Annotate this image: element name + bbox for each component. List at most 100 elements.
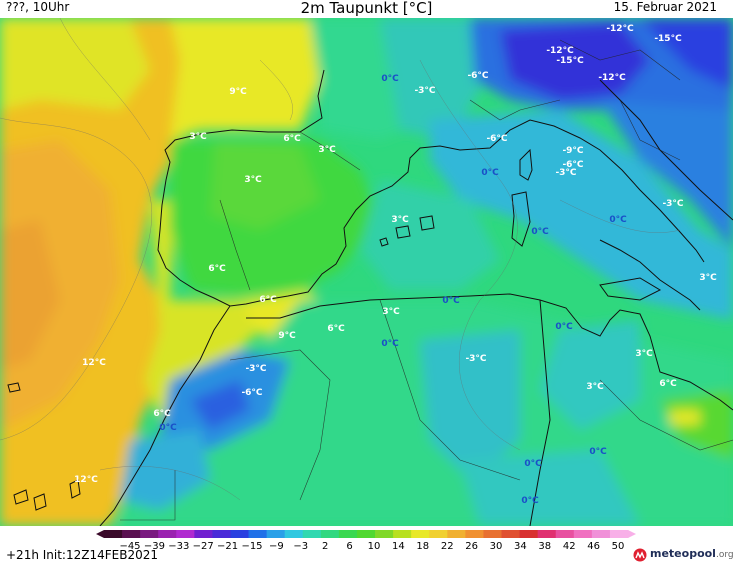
color-scale-tick-label: 6 bbox=[346, 541, 352, 550]
map-title: 2m Taupunkt [°C] bbox=[300, 0, 433, 17]
color-scale-swatch bbox=[230, 530, 250, 538]
dewpoint-map: -12°C -15°C -12°C -15°C -6°C -12°C 0°C -3°C 9°C 3… bbox=[0, 18, 733, 526]
temperature-label: 6°C bbox=[259, 295, 277, 305]
temperature-label: 12°C bbox=[74, 475, 98, 485]
color-scale-tick-label: −3 bbox=[293, 541, 308, 550]
color-scale-swatch bbox=[212, 530, 231, 538]
temperature-label: -3°C bbox=[555, 168, 576, 178]
color-scale-tick-label: 30 bbox=[490, 541, 503, 550]
color-scale-tick-label: −15 bbox=[241, 541, 262, 550]
temperature-label: 3°C bbox=[391, 215, 409, 225]
color-scale-tick-label: 50 bbox=[612, 541, 625, 550]
coastlines bbox=[7, 69, 733, 526]
temperature-label: 3°C bbox=[635, 349, 653, 359]
color-scale-swatch bbox=[393, 530, 412, 538]
color-scale-bar: −45 −39 −33 −27 −21 −15 −9 −3 2 6 10 14 18 22 26 30 34 38… bbox=[96, 530, 636, 550]
color-scale-tick-label: −33 bbox=[168, 541, 189, 550]
color-scale-tick-label: 42 bbox=[563, 541, 576, 550]
color-scale-tick-label: 46 bbox=[587, 541, 600, 550]
temperature-label: -12°C bbox=[546, 46, 574, 56]
map-footer: −45 −39 −33 −27 −21 −15 −9 −3 2 6 10 14 18 22 26 30 34 38… bbox=[0, 526, 733, 566]
color-scale-swatch bbox=[591, 530, 611, 538]
temperature-label: 0°C bbox=[589, 447, 607, 457]
temperature-label: 0°C bbox=[381, 74, 399, 84]
temperature-label: 0°C bbox=[555, 322, 573, 332]
temperature-label: -6°C bbox=[562, 160, 583, 170]
forecast-date: 15. Februar 2021 bbox=[613, 0, 717, 14]
meteopool-logo-text: meteopool.org bbox=[650, 547, 733, 560]
color-scale-swatches bbox=[96, 530, 636, 538]
color-scale-tick-label: 14 bbox=[392, 541, 405, 550]
color-scale-swatch bbox=[573, 530, 593, 538]
color-scale-tick-label: 26 bbox=[465, 541, 478, 550]
color-scale-swatch bbox=[158, 530, 177, 538]
color-scale-tick-label: −9 bbox=[269, 541, 284, 550]
temperature-label: 0°C bbox=[159, 423, 177, 433]
color-scale-swatch bbox=[501, 530, 521, 538]
color-scale-swatch bbox=[194, 530, 213, 538]
temperature-label: -6°C bbox=[486, 134, 507, 144]
color-scale-max-arrow bbox=[628, 530, 636, 538]
color-scale-tick-label: 2 bbox=[322, 541, 328, 550]
logo-name: meteopool bbox=[650, 547, 716, 560]
color-scale-tick-label: −45 bbox=[119, 541, 140, 550]
temperature-label: -6°C bbox=[467, 71, 488, 81]
temperature-label: 6°C bbox=[208, 264, 226, 274]
color-scale-swatch bbox=[555, 530, 575, 538]
temperature-label: 3°C bbox=[318, 145, 336, 155]
temperature-label: 0°C bbox=[442, 296, 460, 306]
model-run-info: +21h Init:12Z14FEB2021 bbox=[6, 548, 158, 562]
color-scale-swatch bbox=[284, 530, 304, 538]
temperature-label: 0°C bbox=[481, 168, 499, 178]
color-scale-swatch bbox=[609, 530, 629, 538]
temperature-label: 0°C bbox=[521, 496, 539, 506]
map-canvas: -12°C-15°C-12°C-15°C-6°C -12°C0°C-3°C9°C3… bbox=[0, 18, 733, 526]
temperature-label: -3°C bbox=[245, 364, 266, 374]
temperature-fields bbox=[0, 18, 733, 526]
temperature-label: 3°C bbox=[382, 307, 400, 317]
color-scale-tick-label: 34 bbox=[514, 541, 527, 550]
color-scale-swatch bbox=[375, 530, 394, 538]
temperature-label: -3°C bbox=[414, 86, 435, 96]
temperature-label: -15°C bbox=[556, 56, 584, 66]
temperature-label: 0°C bbox=[524, 459, 542, 469]
temperature-label: 6°C bbox=[327, 324, 345, 334]
temperature-label: 6°C bbox=[659, 379, 677, 389]
weekday-time-label: ???, 10Uhr bbox=[6, 0, 70, 14]
temperature-label: -12°C bbox=[606, 24, 634, 34]
temperature-label: 3°C bbox=[699, 273, 717, 283]
color-scale-tick-label: 22 bbox=[441, 541, 454, 550]
color-scale-swatch bbox=[411, 530, 430, 538]
temperature-label: -12°C bbox=[598, 73, 626, 83]
color-scale-swatch bbox=[248, 530, 268, 538]
color-scale-swatch bbox=[429, 530, 448, 538]
color-scale-ticks: −45 −39 −33 −27 −21 −15 −9 −3 2 6 10 14 18 22 26 30 34 38… bbox=[119, 541, 624, 550]
color-scale-tick-label: 10 bbox=[368, 541, 381, 550]
temperature-label: 9°C bbox=[229, 87, 247, 97]
color-scale-swatch bbox=[266, 530, 286, 538]
color-scale-tick-label: 38 bbox=[538, 541, 551, 550]
temperature-label: 3°C bbox=[189, 132, 207, 142]
color-scale-swatch bbox=[483, 530, 503, 538]
color-scale-swatch bbox=[338, 530, 358, 538]
chart-header: ???, 10Uhr 2m Taupunkt [°C] 15. Februar … bbox=[0, 0, 733, 18]
color-scale-swatch bbox=[320, 530, 340, 538]
color-scale-min-arrow bbox=[96, 530, 104, 538]
country-borders bbox=[120, 39, 733, 521]
temperature-label: 9°C bbox=[278, 331, 296, 341]
color-scale-swatch bbox=[519, 530, 539, 538]
color-scale-swatch bbox=[140, 530, 159, 538]
temperature-label: 0°C bbox=[609, 215, 627, 225]
color-scale-tick-label: −39 bbox=[144, 541, 165, 550]
color-scale-swatch bbox=[122, 530, 141, 538]
color-scale-swatch bbox=[302, 530, 322, 538]
temperature-label: -9°C bbox=[562, 146, 583, 156]
color-scale-swatch bbox=[104, 530, 123, 538]
temperature-label: -6°C bbox=[241, 388, 262, 398]
color-scale-tick-label: −27 bbox=[193, 541, 214, 550]
temperature-label: 6°C bbox=[153, 409, 171, 419]
logo-domain: .org bbox=[715, 550, 733, 560]
temperature-label: 12°C bbox=[82, 358, 106, 368]
temperature-label: 3°C bbox=[586, 382, 604, 392]
temperature-label: 3°C bbox=[244, 175, 262, 185]
